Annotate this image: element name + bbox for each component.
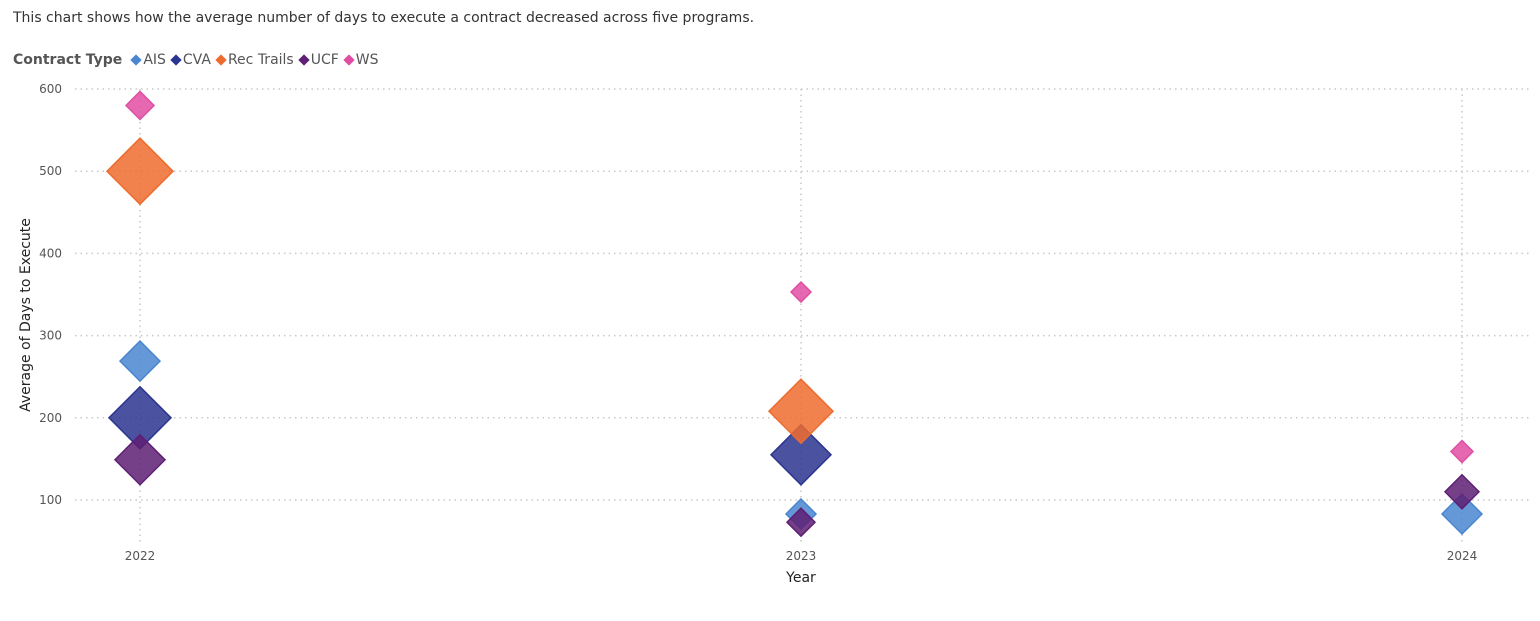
data-point-ucf [113,433,167,486]
x-tick-label: 2022 [125,549,156,563]
data-point-ucf [785,507,817,538]
legend-label: CVA [182,52,211,68]
legend-item[interactable]: WS [343,52,379,68]
y-tick-label: 200 [39,411,62,425]
y-tick-label: 300 [39,329,62,343]
data-point-ws [1449,439,1475,464]
chart-description: This chart shows how the average number … [13,10,755,26]
legend-label: WS [355,52,379,68]
legend-item[interactable]: CVA [170,52,211,68]
legend-label: Rec Trails [227,52,294,68]
data-point-rec-trails [767,378,835,445]
data-point-rec-trails [105,137,175,206]
data-point-ucf [1443,473,1481,510]
data-point-ais [118,340,162,383]
legend-item[interactable]: Rec Trails [215,52,294,68]
legend-label: UCF [310,52,339,68]
data-point-ws [124,90,156,121]
y-axis-title: Average of Days to Execute [18,218,34,412]
y-tick-label: 400 [39,246,62,260]
data-point-ws [789,280,813,304]
y-tick-label: 100 [39,493,62,507]
data-point-ais [1440,492,1484,536]
x-axis-title: Year [785,570,816,586]
legend-label: AIS [143,52,166,68]
y-tick-label: 600 [39,82,62,96]
x-tick-label: 2023 [786,549,817,563]
legend-title: Contract Type [13,52,123,68]
data-point-cva [769,423,833,486]
legend-item[interactable]: UCF [298,52,339,68]
legend: Contract Type AIS CVA Rec Trails UCF WS [13,52,385,68]
x-tick-label: 2024 [1447,549,1478,563]
y-tick-label: 500 [39,164,62,178]
legend-item[interactable]: AIS [130,52,166,68]
